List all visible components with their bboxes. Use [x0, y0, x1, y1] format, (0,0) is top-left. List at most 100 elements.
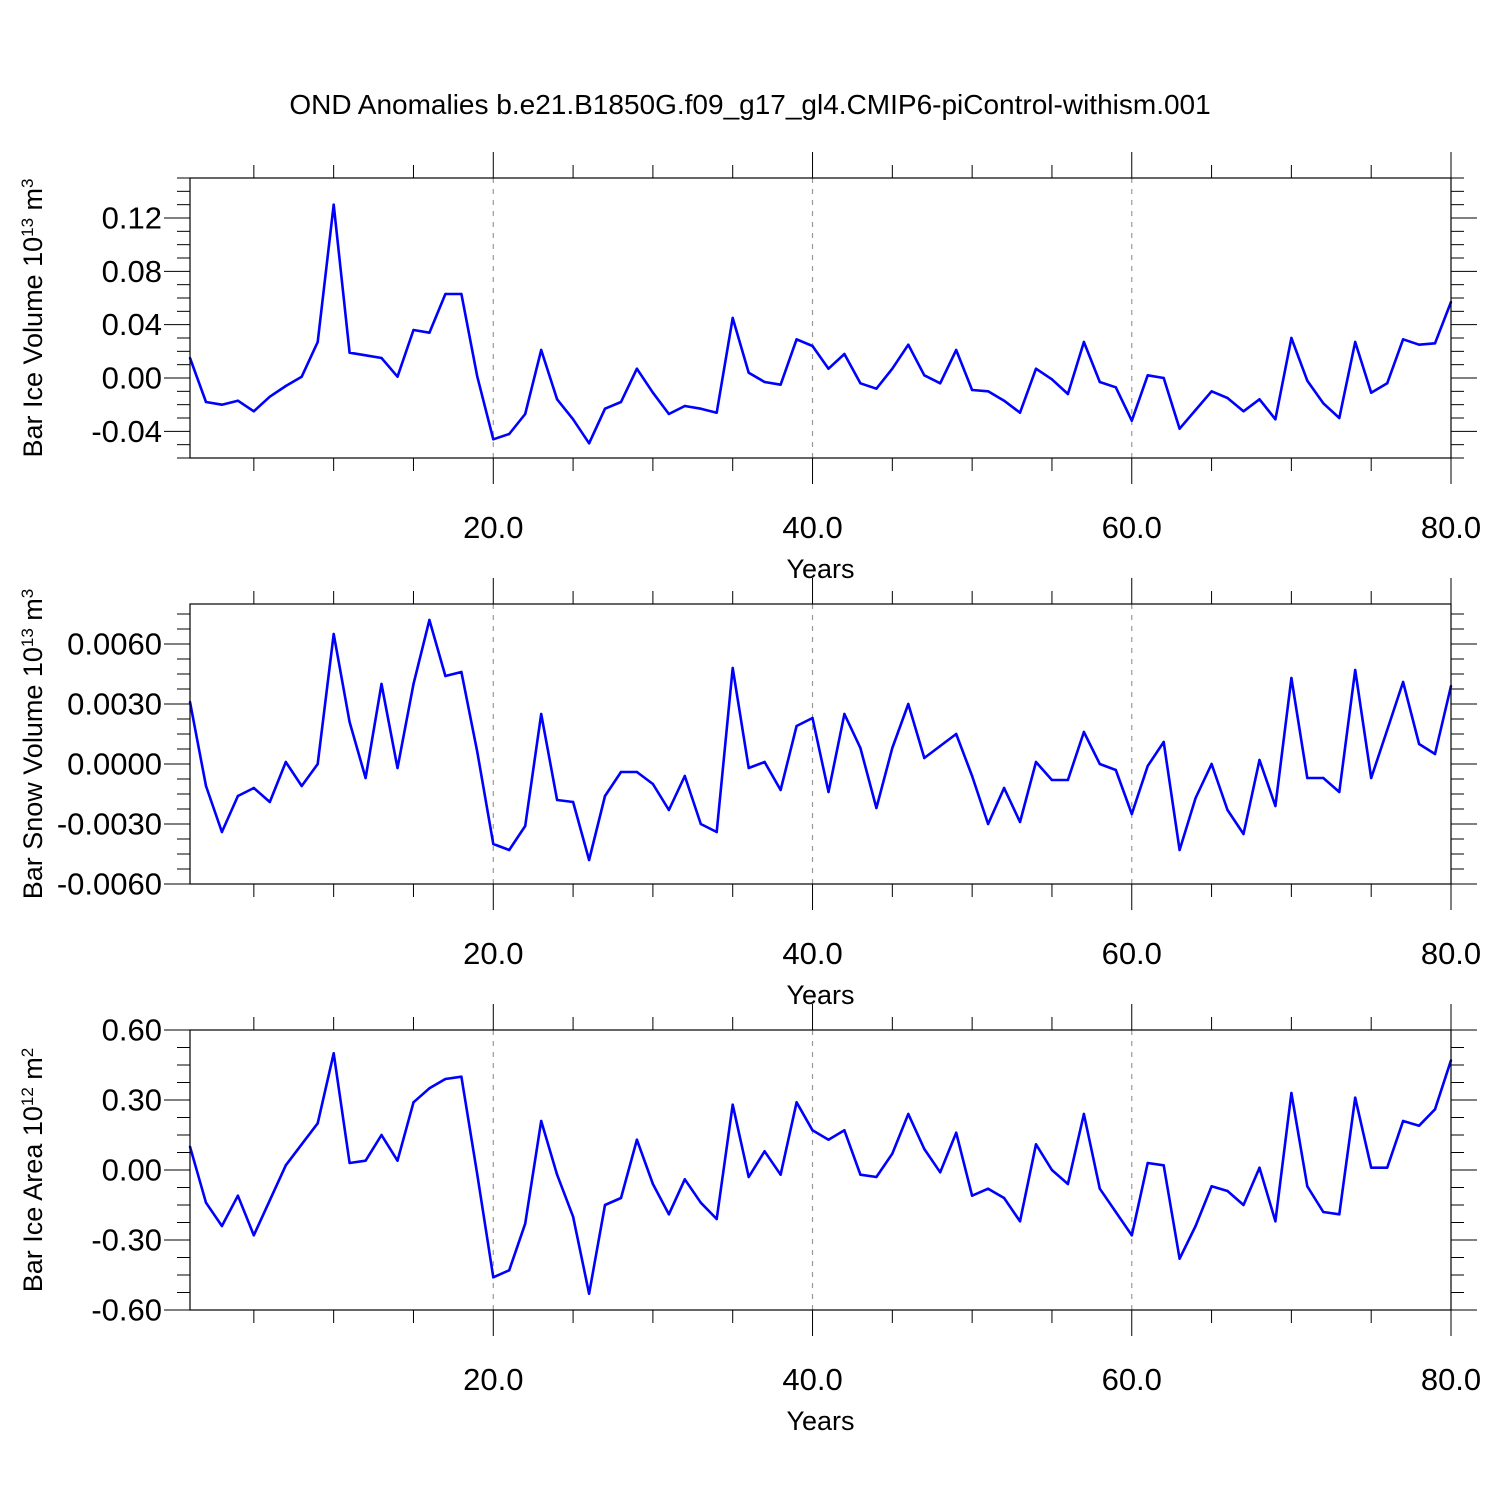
data-point — [555, 398, 559, 401]
chart-title: OND Anomalies b.e21.B1850G.f09_g17_gl4.C… — [289, 89, 1210, 120]
data-point — [204, 784, 208, 788]
data-point — [252, 1234, 256, 1237]
y-axis-label-exponent: 13 — [18, 218, 37, 237]
data-point — [859, 1173, 862, 1176]
data-point — [524, 824, 527, 828]
x-tick-label: 60.0 — [1102, 936, 1162, 971]
data-point — [811, 344, 814, 348]
data-point — [939, 744, 942, 748]
y-tick-label: 0.04 — [102, 307, 162, 342]
data-point — [1258, 758, 1261, 762]
data-point — [1098, 1187, 1102, 1190]
data-point — [555, 1173, 559, 1176]
data-point — [1146, 764, 1149, 768]
data-point — [954, 1131, 958, 1134]
data-point — [428, 331, 431, 334]
data-point — [1130, 812, 1133, 816]
data-point — [875, 806, 878, 810]
data-point — [539, 712, 543, 716]
data-point — [875, 387, 878, 390]
data-point — [1018, 411, 1022, 414]
data-point — [1194, 1224, 1197, 1228]
data-point — [1417, 1124, 1421, 1127]
x-tick-label: 60.0 — [1102, 510, 1162, 545]
data-point — [508, 432, 511, 436]
data-point — [970, 774, 974, 778]
data-point — [939, 1171, 942, 1174]
data-point — [220, 403, 224, 406]
data-point — [1401, 1119, 1405, 1123]
data-point — [492, 1276, 495, 1279]
data-point — [779, 788, 782, 792]
data-point — [843, 352, 846, 356]
y-tick-label: 0.30 — [102, 1083, 162, 1118]
data-point — [651, 782, 655, 786]
y-axis-label-unit-exponent: 3 — [18, 589, 37, 598]
data-point — [827, 367, 830, 370]
data-point — [970, 388, 974, 392]
data-point — [268, 1199, 272, 1202]
data-point — [1034, 367, 1038, 370]
data-point — [986, 822, 990, 826]
x-tick-label: 40.0 — [782, 510, 842, 545]
data-point — [428, 1087, 431, 1090]
data-point — [1433, 752, 1437, 756]
data-point — [444, 1077, 447, 1081]
data-point — [1226, 808, 1229, 812]
data-point — [236, 794, 240, 798]
data-point — [524, 412, 527, 416]
data-point — [1322, 776, 1325, 780]
data-point — [444, 674, 447, 678]
y-axis-label: Bar Snow Volume 1013 m3 — [18, 589, 48, 900]
plot-frame — [189, 1029, 1452, 1311]
y-tick-label: 0.00 — [102, 1153, 162, 1188]
data-point — [1034, 760, 1038, 764]
data-point — [731, 666, 734, 670]
y-tick-label: -0.0060 — [57, 867, 162, 902]
x-tick-label: 20.0 — [463, 936, 523, 971]
data-point — [492, 842, 495, 846]
data-point — [476, 750, 479, 754]
data-point — [1385, 728, 1389, 732]
data-point — [1178, 848, 1181, 852]
y-axis-label-text: Bar Ice Volume 10 — [18, 237, 48, 458]
data-point — [1338, 416, 1341, 420]
data-point — [1354, 1096, 1357, 1099]
data-point — [1354, 340, 1357, 344]
y-tick-label: -0.30 — [91, 1223, 162, 1258]
data-point — [1338, 1213, 1341, 1216]
data-point — [986, 1187, 990, 1190]
y-axis-label-unit-exponent: 3 — [18, 178, 37, 187]
data-point — [1066, 778, 1070, 782]
data-point — [236, 1194, 240, 1197]
data-point — [1034, 1143, 1038, 1146]
data-point — [667, 1213, 671, 1216]
data-point — [1066, 1182, 1070, 1186]
data-point — [1306, 379, 1309, 382]
data-point — [1146, 374, 1149, 377]
data-point — [1385, 1166, 1389, 1169]
data-point — [763, 1150, 766, 1153]
y-axis-label: Bar Ice Volume 1013 m3 — [18, 178, 48, 457]
data-point — [954, 348, 958, 352]
data-point — [284, 760, 287, 764]
data-point — [1322, 1210, 1325, 1214]
data-point — [300, 784, 303, 788]
data-point — [795, 724, 798, 728]
data-point — [1242, 832, 1245, 836]
data-point — [923, 1147, 926, 1151]
data-point — [1050, 1168, 1054, 1172]
data-point — [635, 367, 639, 370]
data-point — [1354, 668, 1357, 672]
data-point — [603, 1203, 607, 1207]
data-point — [1178, 1257, 1181, 1260]
data-point — [332, 632, 335, 636]
data-point — [268, 395, 272, 398]
data-point — [1210, 762, 1213, 766]
data-point — [539, 1119, 543, 1123]
data-point — [699, 1201, 702, 1204]
data-point — [524, 1222, 527, 1225]
data-point — [587, 442, 591, 445]
data-point — [1194, 408, 1197, 412]
y-tick-label: -0.0030 — [57, 807, 162, 842]
